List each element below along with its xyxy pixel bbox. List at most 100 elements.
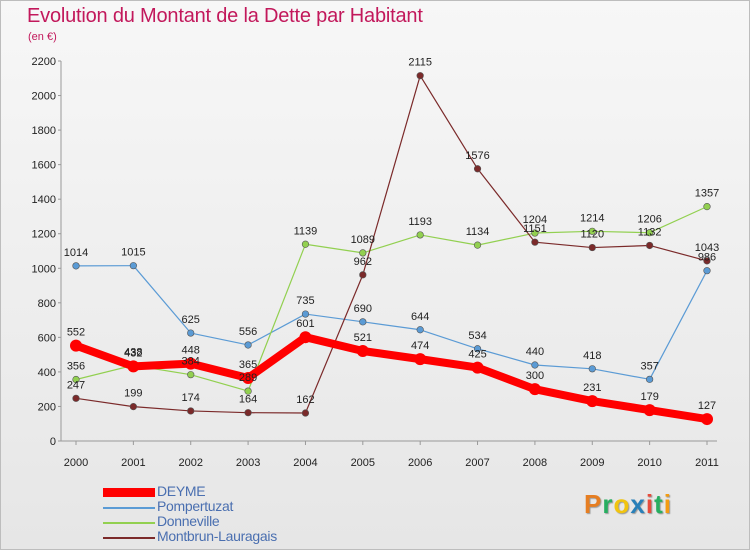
point-deyme-2005 [356, 345, 369, 358]
point-donneville-2008 [531, 229, 539, 237]
y-tick-label-2200: 2200 [32, 56, 56, 68]
logo-letter: i [663, 489, 672, 519]
point-montbrun-lauragais-2008 [531, 238, 539, 246]
data-label-montbrun-lauragais-2004: 162 [296, 394, 314, 406]
legend-swatch-montbrun-lauragais [103, 537, 155, 539]
point-pompertuzat-2007 [473, 345, 482, 353]
data-label-montbrun-lauragais-2009: 1120 [580, 229, 604, 241]
point-pompertuzat-2010 [646, 375, 654, 383]
x-tick-label-2009: 2009 [580, 457, 604, 469]
y-tick-label-200: 200 [38, 401, 56, 413]
proxiti-logo: Proxiti [584, 489, 672, 520]
legend-label-deyme: DEYME [157, 483, 206, 499]
point-deyme-2008 [528, 383, 541, 396]
point-montbrun-lauragais-2007 [473, 165, 482, 173]
data-label-deyme-2003: 365 [239, 359, 257, 371]
x-tick-label-2000: 2000 [64, 457, 88, 469]
x-tick-label-2006: 2006 [408, 457, 432, 469]
data-label-pompertuzat-2004: 735 [296, 295, 314, 307]
data-label-deyme-2008: 300 [526, 370, 544, 382]
data-label-pompertuzat-2002: 625 [182, 314, 200, 326]
data-label-montbrun-lauragais-2001: 199 [124, 388, 142, 400]
point-pompertuzat-2006 [416, 326, 424, 334]
data-label-pompertuzat-2000: 1014 [64, 247, 88, 259]
point-donneville-2003 [244, 387, 252, 395]
data-label-donneville-2000: 356 [67, 361, 85, 373]
legend-label-montbrun-lauragais: Montbrun-Lauragais [157, 528, 277, 544]
y-tick-label-2000: 2000 [32, 91, 56, 103]
data-label-donneville-2010: 1206 [637, 214, 661, 226]
point-deyme-2002 [184, 357, 197, 370]
data-label-montbrun-lauragais-2006: 2115 [408, 57, 432, 69]
point-pompertuzat-2002 [187, 329, 195, 337]
x-tick-label-2004: 2004 [293, 457, 317, 469]
series-line-montbrun-lauragais [75, 75, 708, 414]
data-label-deyme-2010: 179 [640, 391, 658, 403]
data-label-pompertuzat-2003: 556 [239, 326, 257, 338]
data-label-pompertuzat-2008: 440 [526, 346, 544, 358]
logo-letter: t [654, 489, 664, 519]
y-tick-label-1400: 1400 [32, 194, 56, 206]
data-label-deyme-2009: 231 [583, 382, 601, 394]
data-label-deyme-2006: 474 [411, 340, 429, 352]
point-montbrun-lauragais-2003 [244, 409, 252, 417]
point-pompertuzat-2011 [703, 267, 711, 275]
data-label-pompertuzat-2005: 690 [354, 303, 372, 315]
point-montbrun-lauragais-2000 [72, 394, 80, 402]
point-pompertuzat-2005 [359, 318, 367, 326]
data-label-montbrun-lauragais-2007: 1576 [465, 150, 489, 162]
data-label-montbrun-lauragais-2003: 164 [239, 394, 257, 406]
point-donneville-2010 [646, 229, 654, 237]
data-label-pompertuzat-2007: 534 [468, 330, 486, 342]
series-line-deyme [72, 333, 711, 424]
point-donneville-2005 [359, 249, 367, 257]
x-tick-label-2005: 2005 [351, 457, 375, 469]
legend-swatch-donneville [103, 522, 155, 524]
data-label-deyme-2002: 448 [182, 345, 200, 357]
chart-subtitle: (en €) [28, 31, 57, 43]
logo-letter: i [645, 489, 655, 519]
logo-letter: o [613, 489, 631, 519]
x-tick-label-2010: 2010 [637, 457, 661, 469]
point-pompertuzat-2000 [72, 262, 80, 270]
y-tick-label-0: 0 [50, 436, 56, 448]
point-montbrun-lauragais-2009 [588, 243, 596, 252]
data-label-deyme-2001: 432 [124, 347, 142, 359]
data-label-donneville-2008: 1204 [523, 214, 547, 226]
point-deyme-2006 [414, 353, 427, 366]
data-label-deyme-2007: 425 [468, 349, 486, 361]
data-label-pompertuzat-2009: 418 [583, 350, 601, 362]
point-donneville-2000 [72, 375, 80, 384]
data-label-deyme-2005: 521 [354, 332, 372, 344]
point-donneville-2007 [473, 241, 482, 249]
data-label-donneville-2001: 438 [124, 346, 142, 358]
point-donneville-2002 [187, 371, 195, 379]
point-pompertuzat-2008 [531, 361, 539, 369]
data-label-deyme-2004: 601 [296, 318, 314, 330]
x-tick-label-2007: 2007 [465, 457, 489, 469]
point-deyme-2001 [127, 360, 140, 373]
point-montbrun-lauragais-2005 [359, 271, 367, 279]
y-tick-label-600: 600 [38, 332, 56, 344]
point-donneville-2006 [416, 231, 424, 239]
x-tick-label-2003: 2003 [236, 457, 260, 469]
logo-letter: r [602, 489, 614, 519]
data-label-donneville-2006: 1193 [408, 216, 432, 228]
point-deyme-2003 [242, 371, 255, 384]
series-line-donneville [75, 206, 708, 392]
data-label-deyme-2000: 552 [67, 327, 85, 339]
point-pompertuzat-2004 [301, 310, 310, 318]
legend-label-pompertuzat: Pompertuzat [157, 498, 234, 514]
data-label-montbrun-lauragais-2010: 1132 [638, 226, 662, 238]
y-tick-label-800: 800 [38, 298, 56, 310]
point-deyme-2004 [299, 331, 312, 344]
x-tick-label-2002: 2002 [178, 457, 202, 469]
series-line-pompertuzat [75, 265, 708, 380]
data-label-montbrun-lauragais-2005: 962 [354, 256, 372, 268]
point-donneville-2011 [703, 203, 711, 211]
point-pompertuzat-2009 [588, 365, 596, 373]
data-label-montbrun-lauragais-2000: 247 [67, 379, 85, 391]
point-donneville-2004 [301, 240, 310, 248]
x-tick-label-2001: 2001 [121, 457, 145, 469]
data-label-pompertuzat-2010: 357 [640, 360, 658, 372]
